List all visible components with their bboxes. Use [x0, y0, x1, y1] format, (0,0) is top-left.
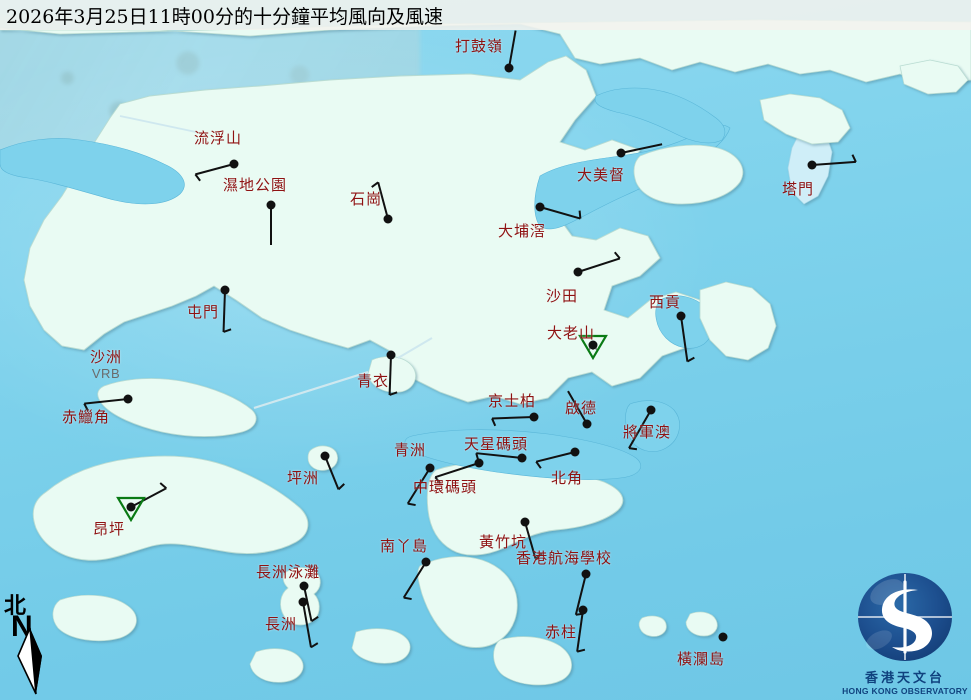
land-south-islet-a: [638, 615, 667, 637]
page-title: 2026年3月25日11時00分的十分鐘平均風向及風速: [6, 5, 443, 28]
station-label-sai-kung: 西貢: [648, 293, 682, 311]
station-dot-green-island[interactable]: [425, 463, 435, 473]
tsing-ma-bridge: [253, 370, 369, 410]
station-label-kings-park: 京士柏: [487, 392, 537, 410]
station-dot-tap-mun[interactable]: [807, 160, 817, 170]
station-dot-sha-tin[interactable]: [573, 267, 583, 277]
station-label-north-point: 北角: [550, 469, 584, 487]
land-waglan-island-shape: [685, 611, 718, 637]
land-sai-kung-islands: [699, 281, 777, 361]
station-label-sha-tin: 沙田: [545, 287, 579, 305]
land-mass-main: [23, 55, 707, 405]
lantau-link-road: [119, 115, 197, 133]
station-sublabel-sha-chau: VRB: [91, 366, 121, 381]
water-deep-bay: [0, 138, 185, 205]
station-label-green-island: 青洲: [393, 441, 427, 459]
station-label-kai-tak: 啟德: [564, 399, 598, 417]
station-dot-ngong-ping[interactable]: [126, 502, 136, 512]
land-chek-lap-kok-airport: [97, 378, 257, 437]
station-dot-cheung-chau-beach[interactable]: [299, 581, 309, 591]
station-label-wong-chuk-hang: 黃竹坑: [478, 533, 528, 551]
station-dot-kai-tak[interactable]: [582, 419, 592, 429]
station-label-star-ferry: 天星碼頭: [463, 435, 529, 453]
station-label-cheung-chau: 長洲: [264, 615, 298, 633]
station-dot-kings-park[interactable]: [529, 412, 539, 422]
land-lantau-island: [32, 455, 309, 561]
station-dot-lamma-island[interactable]: [421, 557, 431, 567]
station-dot-wetland-park[interactable]: [266, 200, 276, 210]
hko-logo: 香港天文台 HONG KONG OBSERVATORY: [841, 570, 969, 700]
station-dot-sha-chau[interactable]: [123, 394, 133, 404]
land-po-toi-islands: [493, 636, 572, 686]
station-dot-central-pier[interactable]: [474, 458, 484, 468]
station-label-sha-chau: 沙洲: [89, 348, 123, 366]
station-label-tuen-mun: 屯門: [186, 303, 220, 321]
land-soko-islands: [52, 594, 137, 642]
compass-needle-icon: [17, 627, 42, 695]
station-dot-ta-kwu-ling[interactable]: [504, 63, 514, 73]
water-tolo-channel: [594, 87, 726, 144]
station-dot-star-ferry[interactable]: [517, 453, 527, 463]
station-label-tap-mun: 塔門: [781, 180, 815, 198]
station-label-ta-kwu-ling: 打鼓嶺: [454, 37, 504, 55]
station-dot-tsing-yi[interactable]: [386, 350, 396, 360]
hko-name-chinese: 香港天文台: [864, 671, 945, 686]
hko-name-english: HONG KONG OBSERVATORY: [842, 686, 968, 696]
station-label-cheung-chau-beach: 長洲泳灘: [255, 563, 321, 581]
station-label-tai-mei-tuk: 大美督: [576, 166, 626, 184]
station-dot-waglan-island[interactable]: [718, 632, 728, 642]
station-dot-wong-chuk-hang[interactable]: [520, 517, 530, 527]
station-label-hk-sea-school: 香港航海學校: [515, 549, 613, 567]
station-label-ngong-ping: 昂坪: [92, 520, 126, 538]
station-dot-tai-mei-tuk[interactable]: [616, 148, 626, 158]
station-label-wetland-park: 濕地公園: [222, 176, 288, 194]
station-dot-tuen-mun[interactable]: [220, 285, 230, 295]
station-dot-peng-chau[interactable]: [320, 451, 330, 461]
station-label-peng-chau: 坪洲: [286, 469, 320, 487]
station-label-lamma-island: 南丫島: [379, 537, 429, 555]
land-lamma-island: [417, 556, 518, 648]
land-south-islet-b: [351, 628, 411, 664]
station-dot-shek-kong[interactable]: [383, 214, 393, 224]
station-label-shek-kong: 石崗: [349, 190, 383, 208]
compass-rose: 北 N: [4, 588, 74, 696]
land-ping-chau: [899, 59, 969, 95]
station-dot-cheung-chau[interactable]: [298, 597, 308, 607]
land-high-island: [759, 93, 851, 145]
land-plover-cove-peninsula: [633, 144, 744, 205]
ting-kau-bridge: [397, 337, 433, 359]
station-label-waglan-island: 橫瀾島: [676, 650, 726, 668]
station-dot-tseung-kwan-o[interactable]: [646, 405, 656, 415]
station-dot-tai-po-kau[interactable]: [535, 202, 545, 212]
station-dot-sai-kung[interactable]: [676, 311, 686, 321]
station-dot-hk-sea-school[interactable]: [581, 569, 591, 579]
station-label-lau-fau-shan: 流浮山: [193, 129, 243, 147]
station-label-tseung-kwan-o: 將軍澳: [622, 423, 672, 441]
station-label-chek-lap-kok: 赤鱲角: [61, 408, 111, 426]
station-dot-north-point[interactable]: [570, 447, 580, 457]
station-label-tates-cairn: 大老山: [546, 324, 596, 342]
station-label-central-pier: 中環碼頭: [412, 478, 478, 496]
title-bar: 2026年3月25日11時00分的十分鐘平均風向及風速: [0, 0, 971, 30]
calm-triangle-icon-ngong-ping: [116, 496, 146, 522]
station-label-stanley: 赤柱: [544, 623, 578, 641]
land-shek-kwu-chau: [249, 648, 304, 683]
compass-north-han-label: 北: [4, 593, 27, 619]
station-label-tsing-yi: 青衣: [356, 372, 390, 390]
station-dot-tates-cairn[interactable]: [588, 340, 598, 350]
station-label-tai-po-kau: 大埔滘: [497, 222, 547, 240]
station-dot-lau-fau-shan[interactable]: [229, 159, 239, 169]
station-dot-stanley[interactable]: [578, 605, 588, 615]
hko-emblem-icon: [858, 573, 952, 661]
